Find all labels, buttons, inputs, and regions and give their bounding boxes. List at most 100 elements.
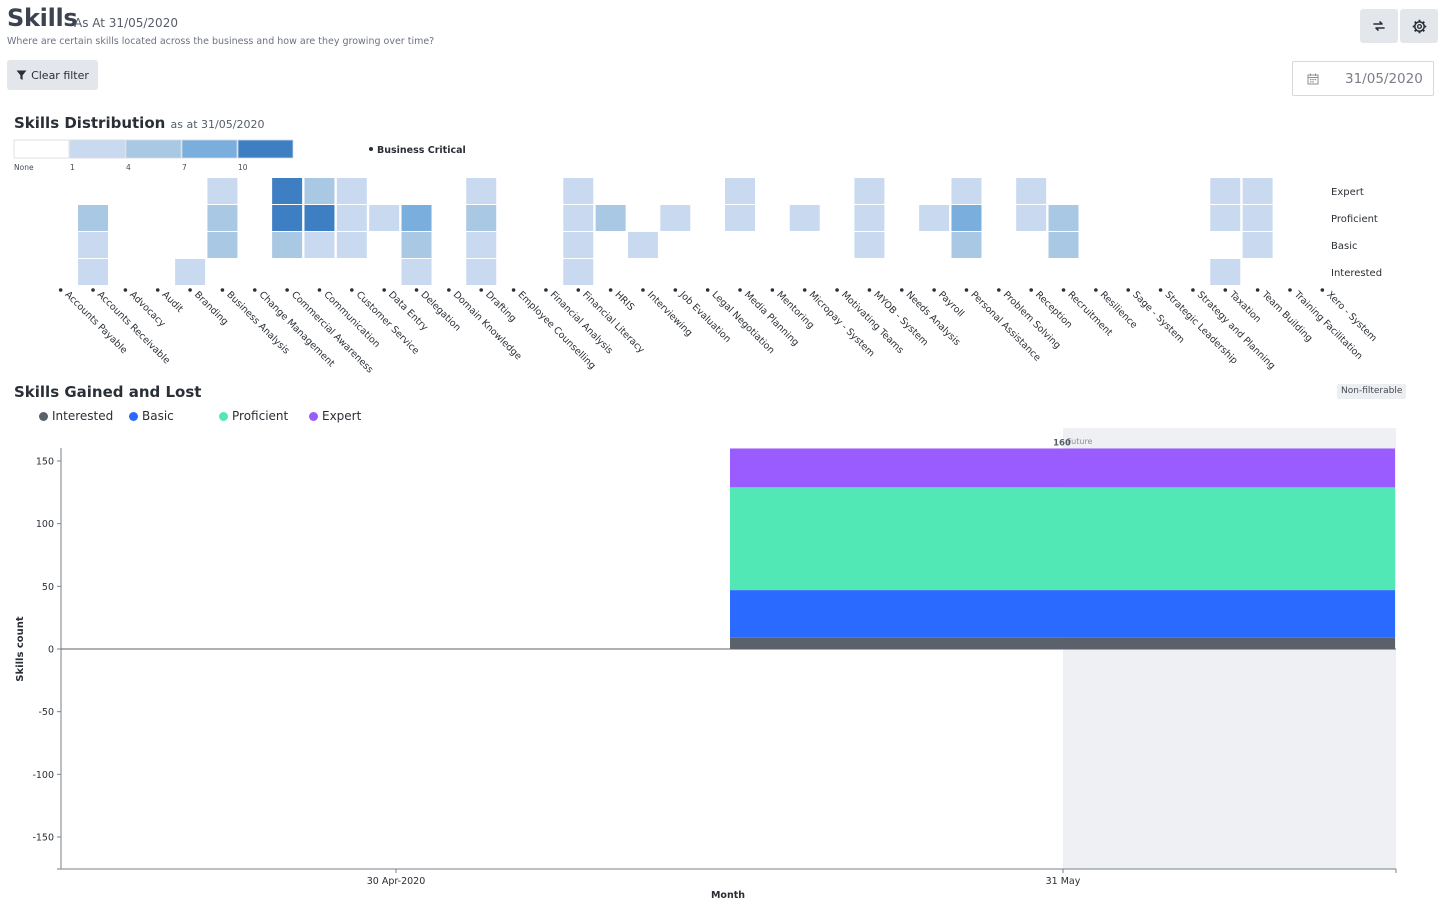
heatmap-cell xyxy=(304,178,335,204)
skill-dot xyxy=(641,288,645,292)
bar-segment xyxy=(730,448,1395,488)
heatmap-cell xyxy=(725,205,756,231)
future-label: Future xyxy=(1067,437,1093,446)
clear-filter-button[interactable]: Clear filter xyxy=(7,60,98,90)
heatmap-cell xyxy=(854,178,885,204)
skill-label: Micropay - System xyxy=(807,289,877,359)
heatmap-cell xyxy=(336,232,367,258)
heatmap-cell xyxy=(1048,232,1079,258)
as-at-date: As At 31/05/2020 xyxy=(74,16,178,30)
legend-dot xyxy=(129,411,138,421)
legend-label: 1 xyxy=(70,163,75,172)
heatmap-cell xyxy=(1016,178,1047,204)
heatmap-cell xyxy=(1048,205,1079,231)
legend-label: Expert xyxy=(322,409,362,423)
heatmap-cell xyxy=(854,232,885,258)
skill-dot xyxy=(188,288,192,292)
bar-segment xyxy=(730,637,1395,649)
skill-dot xyxy=(1126,288,1131,292)
skill-label: Branding xyxy=(192,289,230,327)
heatmap-cell xyxy=(854,205,885,231)
skill-label: Accounts Payable xyxy=(63,289,130,356)
skill-label: Audit xyxy=(160,289,186,315)
skill-dot xyxy=(414,288,419,292)
heatmap-cell xyxy=(1242,205,1273,231)
legend-label: Proficient xyxy=(232,409,289,423)
skill-dot xyxy=(738,288,742,292)
skill-dot xyxy=(576,288,581,292)
heatmap-cell xyxy=(401,205,432,231)
skill-dot xyxy=(1029,288,1033,292)
skills-heatmap: None 1 4 7 10 Business Critical Expert Proficie… xyxy=(13,139,1382,376)
skill-dot xyxy=(867,288,872,292)
legend-item[interactable]: Expert xyxy=(309,409,361,423)
skill-dot xyxy=(1255,288,1260,292)
business-critical-dot xyxy=(369,147,373,151)
skill-dot xyxy=(155,288,160,292)
y-tick-label: -100 xyxy=(32,770,54,781)
bar-segment xyxy=(730,590,1395,638)
heatmap-cell xyxy=(660,205,691,231)
heatmap-cell xyxy=(207,205,238,231)
legend-item[interactable]: Proficient xyxy=(219,409,288,423)
heatmap-cell xyxy=(563,259,594,285)
heatmap-cell xyxy=(563,232,594,258)
y-tick-label: -50 xyxy=(38,707,54,718)
legend-label: Interested xyxy=(52,409,114,423)
skill-dot xyxy=(932,288,936,292)
distribution-title: Skills Distribution as at 31/05/2020 xyxy=(14,114,264,132)
skill-dot xyxy=(544,288,548,292)
settings-button[interactable] xyxy=(1400,9,1438,43)
heatmap-cell xyxy=(919,205,950,231)
skill-dot xyxy=(285,288,289,292)
y-tick-label: 50 xyxy=(42,582,54,593)
calendar-icon xyxy=(1307,73,1319,84)
skill-dot xyxy=(220,288,225,292)
skill-dot xyxy=(350,288,354,292)
y-tick-label: 150 xyxy=(36,457,54,468)
skill-dot xyxy=(479,288,484,292)
level-label: Interested xyxy=(1331,268,1382,279)
heatmap-cell xyxy=(1210,259,1241,285)
y-tick-label: 0 xyxy=(48,645,54,656)
heatmap-cell xyxy=(951,232,982,258)
skill-label: HRIS xyxy=(613,289,637,313)
heatmap-cell xyxy=(272,178,303,204)
skill-dot xyxy=(673,288,678,292)
heatmap-cell xyxy=(304,232,335,258)
skill-dot xyxy=(1158,288,1163,292)
date-picker[interactable]: 31/05/2020 xyxy=(1292,61,1434,96)
heatmap-cell xyxy=(175,259,206,285)
skill-dot xyxy=(770,288,775,292)
legend-dot xyxy=(39,411,48,421)
legend-item[interactable]: Interested xyxy=(39,409,113,423)
heatmap-cell xyxy=(272,232,303,258)
skill-label: Payroll xyxy=(936,289,966,319)
heatmap-cell xyxy=(466,259,497,285)
legend-label: None xyxy=(14,163,34,172)
skill-label: Business Analysis xyxy=(224,289,291,356)
bar-total-label: 160 xyxy=(1053,438,1071,448)
legend-label: 7 xyxy=(182,163,187,172)
heatmap-cell xyxy=(401,232,432,258)
heatmap-cell xyxy=(563,205,594,231)
heatmap-cell xyxy=(725,178,756,204)
legend-item[interactable]: Basic xyxy=(129,409,174,423)
heatmap-cell xyxy=(336,205,367,231)
skill-dot xyxy=(447,288,451,292)
page-subtitle: Where are certain skills located across … xyxy=(7,36,435,47)
skill-dot xyxy=(802,288,807,292)
clear-filter-label: Clear filter xyxy=(31,68,89,82)
heatmap-cell xyxy=(207,232,238,258)
skill-dot xyxy=(1061,288,1066,292)
heatmap-cell xyxy=(563,178,594,204)
x-tick-label: 31 May xyxy=(1046,876,1081,887)
heatmap-cell xyxy=(207,178,238,204)
legend-swatch xyxy=(13,139,70,159)
date-value: 31/05/2020 xyxy=(1345,70,1423,87)
business-critical-label: Business Critical xyxy=(377,145,466,156)
skill-dot xyxy=(1288,288,1292,292)
refresh-button[interactable] xyxy=(1360,9,1398,43)
heatmap-cell xyxy=(1016,205,1047,231)
heatmap-cell xyxy=(369,205,400,231)
